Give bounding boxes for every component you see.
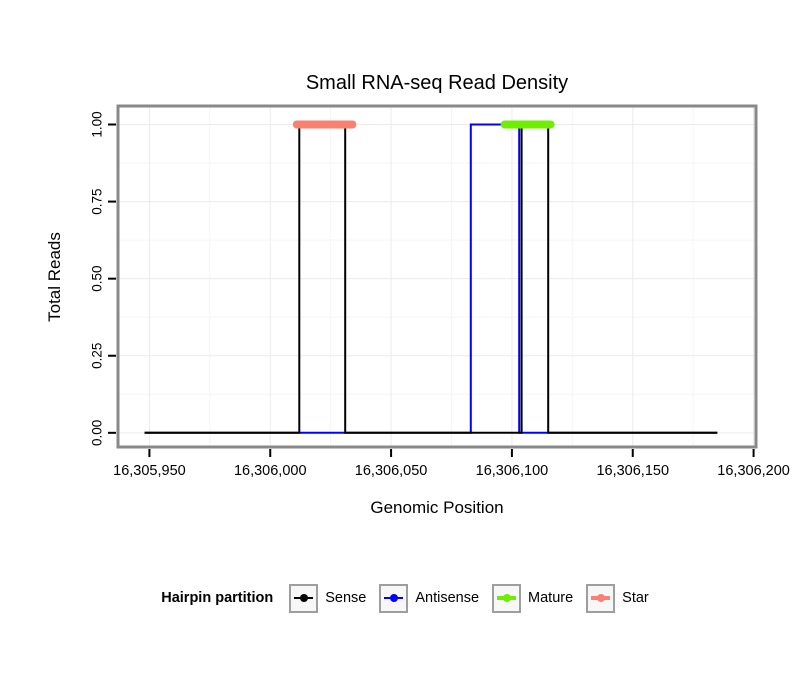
legend-item-sense: Sense: [289, 583, 367, 613]
legend-items: Sense Antisense Mature Star: [289, 583, 649, 613]
x-tick-label: 16,306,150: [596, 463, 669, 479]
legend-label: Antisense: [415, 590, 480, 606]
plot-panel: [118, 106, 756, 447]
legend-key-icon: [289, 583, 319, 613]
legend-key-icon: [379, 583, 409, 613]
panel-border: [116, 104, 758, 449]
legend-title: Hairpin partition: [161, 590, 274, 606]
x-tick-label: 16,306,000: [234, 463, 307, 479]
legend: Hairpin partition Sense Antisense Mature St…: [0, 580, 810, 616]
legend-point-glyph: [502, 594, 511, 602]
y-tick-label: 0.25: [90, 343, 105, 369]
legend-key-icon: [586, 583, 616, 613]
legend-point-glyph: [299, 594, 308, 602]
chart-svg: 16,305,950 16,306,000 16,306,050 16,306,100…: [90, 104, 790, 479]
y-tick-label: 0.00: [90, 420, 105, 446]
y-axis-label: Total Reads: [45, 232, 64, 322]
y-tick-label: 0.75: [90, 188, 105, 214]
legend-item-antisense: Antisense: [379, 583, 480, 613]
x-tick-label: 16,306,200: [717, 463, 790, 479]
x-tick-label: 16,305,950: [113, 463, 186, 479]
legend-label: Star: [622, 590, 649, 606]
series-sense: [144, 123, 718, 434]
y-tick-label: 1.00: [90, 111, 105, 137]
legend-label: Sense: [325, 590, 367, 606]
y-tick-label: 0.50: [90, 266, 105, 292]
legend-label: Mature: [528, 590, 574, 606]
legend-key-icon: [492, 583, 522, 613]
legend-point-glyph: [596, 594, 605, 602]
x-tick-label: 16,306,100: [476, 463, 549, 479]
x-tick-label: 16,306,050: [355, 463, 428, 479]
x-axis-label: Genomic Position: [370, 498, 504, 517]
legend-item-mature: Mature: [492, 583, 574, 613]
legend-point-glyph: [389, 594, 398, 602]
chart-title: Small RNA-seq Read Density: [305, 72, 569, 94]
legend-item-star: Star: [586, 583, 649, 613]
